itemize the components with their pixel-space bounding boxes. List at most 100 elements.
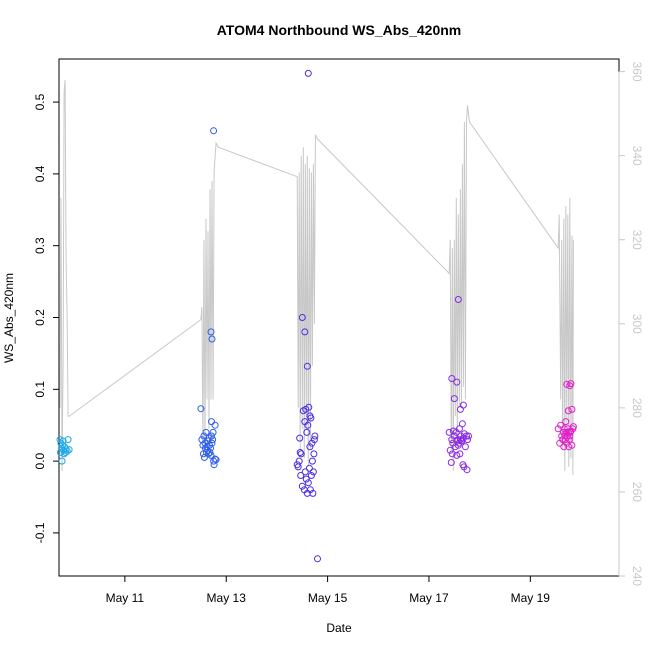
y-tick-label: 0.5	[33, 93, 47, 110]
data-point	[302, 475, 310, 483]
data-point	[210, 127, 218, 135]
data-point	[450, 432, 458, 440]
x-tick-label: May 13	[207, 591, 247, 605]
data-point	[197, 405, 205, 413]
data-point	[463, 466, 471, 474]
data-point	[57, 439, 65, 447]
data-point	[208, 335, 216, 343]
data-point	[465, 432, 472, 440]
data-point	[307, 472, 315, 479]
data-point	[309, 489, 317, 497]
y-tick-label: 0.4	[33, 165, 47, 182]
data-point	[297, 472, 305, 479]
data-point	[564, 407, 572, 415]
data-point	[445, 428, 453, 436]
chart-title: ATOM4 Northbound WS_Abs_420nm	[217, 22, 462, 38]
data-point	[453, 378, 461, 386]
data-point	[298, 482, 306, 490]
data-point	[301, 468, 309, 476]
data-point	[297, 450, 305, 458]
data-point	[463, 432, 470, 440]
data-point	[296, 449, 304, 456]
data-point	[304, 69, 312, 77]
data-point	[455, 425, 463, 433]
data-point	[296, 434, 304, 442]
data-point	[446, 446, 454, 454]
y-tick-label: 0.3	[33, 237, 47, 254]
data-point	[460, 430, 468, 438]
data-point	[310, 450, 318, 458]
data-point	[559, 428, 567, 436]
data-point	[458, 420, 466, 428]
data-point	[305, 403, 313, 411]
plot-frame	[58, 58, 620, 577]
data-point	[208, 418, 215, 426]
data-point	[301, 328, 309, 336]
data-point	[309, 468, 317, 476]
data-point	[560, 425, 568, 433]
data-point	[450, 395, 458, 403]
data-point	[202, 428, 210, 436]
data-point	[64, 436, 72, 444]
data-point	[306, 443, 314, 451]
data-point	[208, 432, 215, 440]
y-tick-label: 0.1	[33, 381, 47, 398]
data-point	[562, 428, 570, 436]
data-point	[561, 436, 569, 444]
data-point	[308, 457, 316, 465]
data-point	[204, 437, 212, 445]
y-tick-label: 0.2	[33, 309, 47, 326]
data-point	[59, 441, 66, 449]
data-point	[559, 436, 567, 444]
data-point	[303, 362, 311, 370]
data-point	[209, 436, 217, 444]
x-tick-label: May 11	[106, 591, 145, 605]
y2-tick-label: 340	[630, 146, 644, 166]
x-tick-label: May 17	[409, 591, 449, 605]
y-tick-label: -0.1	[33, 522, 47, 543]
data-point	[448, 450, 456, 458]
data-point	[464, 436, 471, 444]
points-layer	[56, 69, 577, 563]
data-point	[211, 421, 219, 429]
y2-tick-label: 280	[630, 398, 644, 418]
data-point	[207, 451, 215, 459]
y2-tick-label: 240	[630, 566, 644, 586]
data-point	[557, 421, 565, 429]
secondary-line-layer	[59, 79, 574, 476]
data-point	[456, 405, 464, 413]
data-point	[561, 432, 569, 440]
data-point	[303, 428, 311, 436]
data-point	[314, 555, 321, 563]
y2-tick-label: 320	[630, 230, 644, 250]
y-tick-label: 0.0	[33, 452, 47, 469]
data-point	[448, 375, 456, 382]
data-point	[566, 432, 574, 440]
data-point	[311, 432, 319, 440]
data-point	[306, 412, 314, 420]
data-point	[211, 455, 219, 463]
data-point	[207, 328, 215, 336]
data-point	[456, 450, 464, 458]
data-point	[562, 418, 570, 426]
data-point	[568, 405, 576, 413]
y-axis-left: -0.1 0.0 0.1 0.2 0.3 0.4 0.5	[33, 93, 59, 543]
y-axis-right: 240 260 280 300 320 340 360	[618, 62, 644, 586]
x-axis-label: Date	[326, 621, 352, 635]
y2-tick-label: 260	[630, 482, 644, 502]
data-point	[565, 436, 573, 444]
x-tick-label: May 15	[308, 591, 348, 605]
data-point	[65, 446, 73, 454]
data-point	[206, 449, 214, 456]
data-point	[568, 441, 576, 449]
data-point	[459, 401, 467, 409]
data-point	[209, 428, 217, 436]
data-point	[208, 439, 216, 447]
data-point	[212, 456, 220, 464]
data-point	[454, 296, 462, 303]
y2-tick-label: 360	[630, 62, 644, 82]
x-tick-label: May 19	[511, 591, 551, 605]
y2-tick-label: 300	[630, 314, 644, 334]
data-point	[305, 464, 313, 472]
